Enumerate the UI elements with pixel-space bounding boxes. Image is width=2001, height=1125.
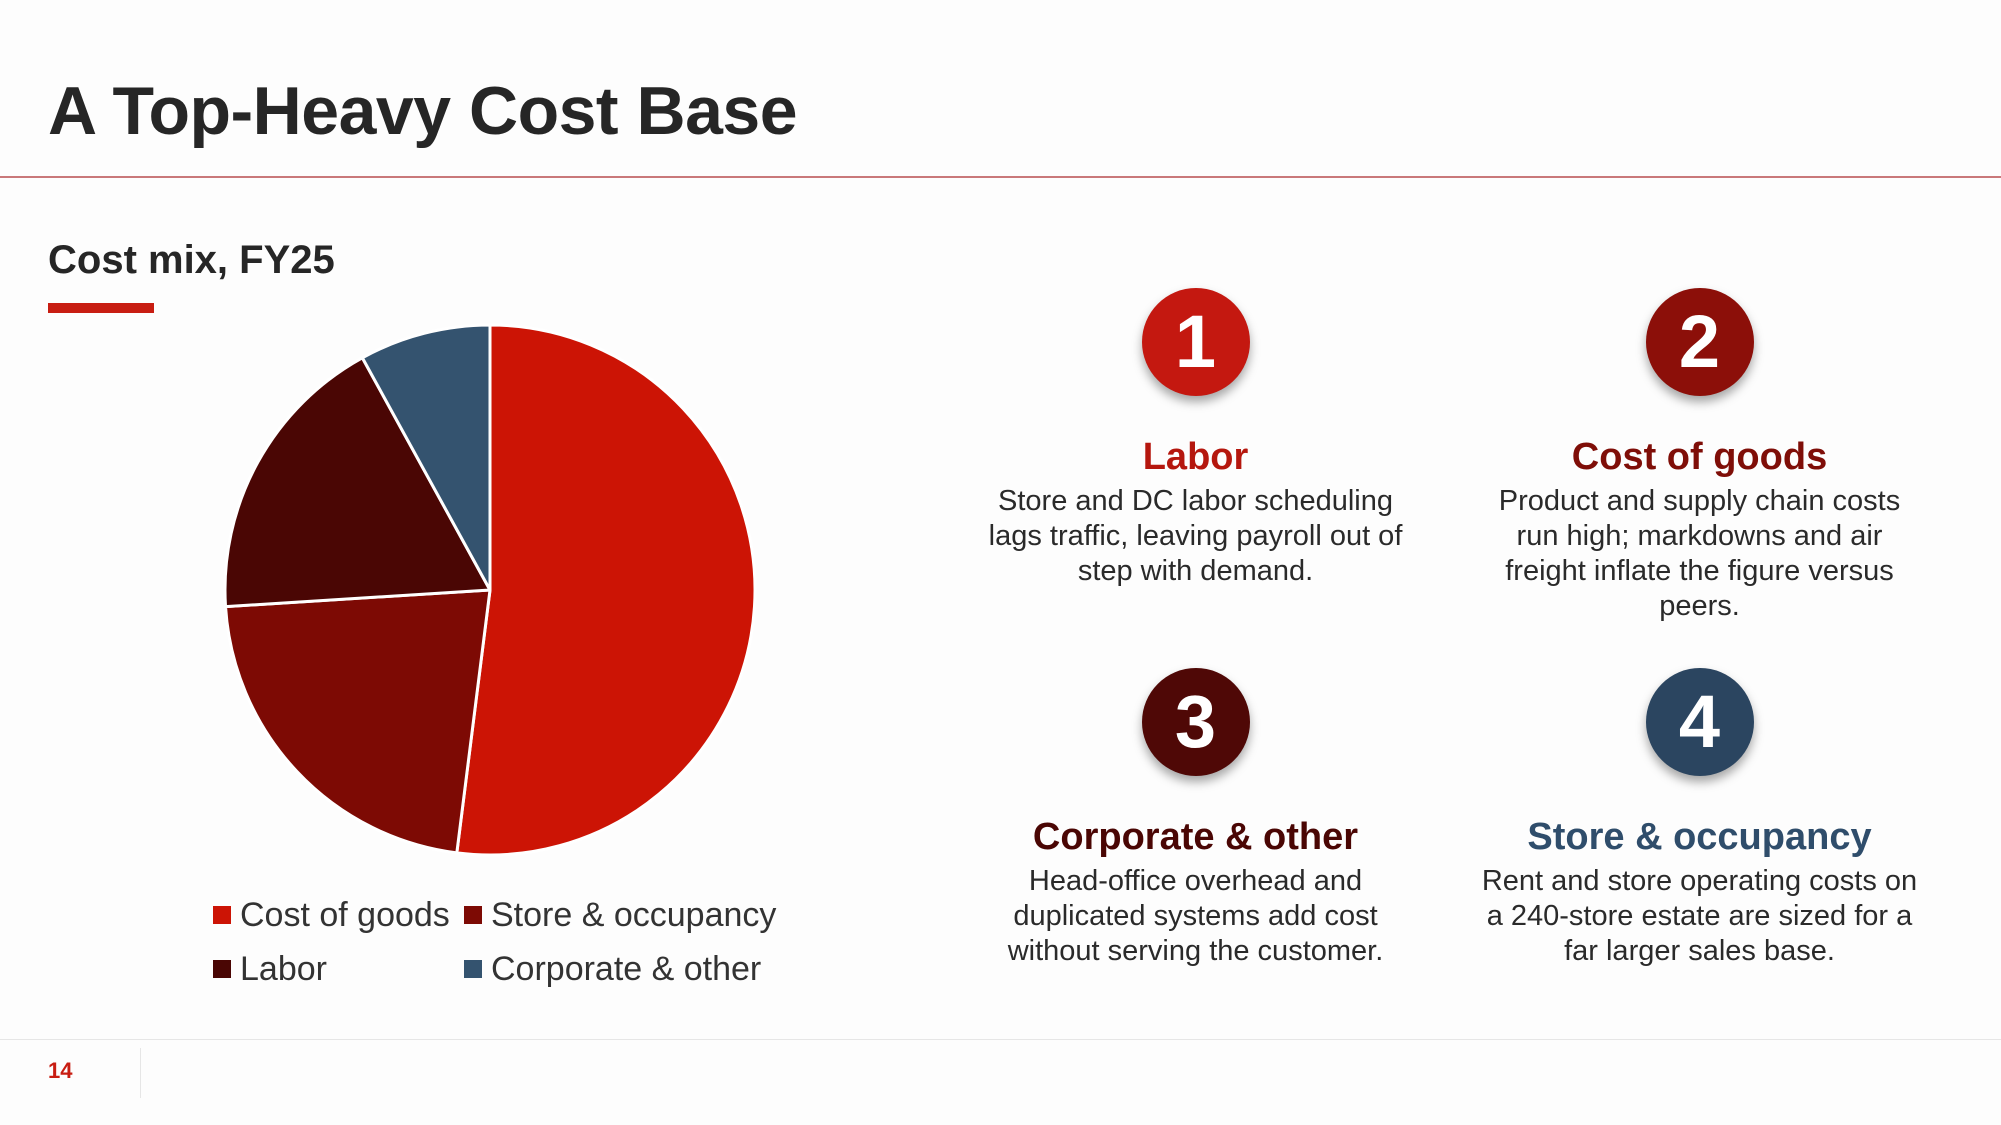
badge-number: 1 [1174,300,1217,383]
chart-title-accent-bar [48,303,154,313]
chart-title: Cost mix, FY25 [48,238,335,282]
legend-item-cost-of-goods: Cost of goods [213,895,464,934]
point-title: Store & occupancy [1527,816,1872,858]
legend-swatch [213,906,231,924]
legend-label: Store & occupancy [491,895,777,934]
legend-item-labor: Labor [213,949,464,988]
point-card-3: 3 Corporate & other Head-office overhead… [943,668,1448,969]
number-badge: 3 [1141,668,1250,776]
point-title: Labor [1142,436,1249,478]
point-description: Head-office overhead and duplicated syst… [1007,865,1384,967]
legend-swatch [213,960,231,978]
point-card-2: 2 Cost of goods Product and supply chain… [1447,288,1952,624]
pie-chart [223,323,757,857]
footer-divider [0,1039,2001,1040]
footer-separator [140,1048,141,1098]
legend-item-store-occupancy: Store & occupancy [464,895,784,934]
number-badge: 4 [1645,668,1754,776]
point-title: Corporate & other [1032,816,1359,858]
badge-number: 2 [1678,300,1721,383]
slide-title: A Top-Heavy Cost Base [48,73,798,149]
point-description: Product and supply chain costs run high;… [1498,485,1901,622]
pie-slice-cost-of-goods [455,323,757,857]
pie-slice-store-occupancy [224,588,492,855]
title-divider [0,176,2001,178]
point-description: Rent and store operating costs on a 240-… [1481,865,1918,967]
legend-swatch [464,960,482,978]
number-badge: 2 [1645,288,1754,396]
pie-slice-labor [223,356,492,609]
page-number: 14 [48,1058,73,1083]
legend-label: Cost of goods [240,895,450,934]
legend-swatch [464,906,482,924]
number-badge: 1 [1141,288,1250,396]
point-title: Cost of goods [1571,436,1828,478]
legend-label: Labor [240,949,327,988]
point-description: Store and DC labor scheduling lags traff… [988,485,1403,587]
point-card-4: 4 Store & occupancy Rent and store opera… [1447,668,1952,969]
pie-slice-corporate-other [360,323,492,592]
chart-legend: Cost of goods Store & occupancy Labor Co… [213,895,813,988]
badge-number: 3 [1174,680,1217,763]
badge-number: 4 [1678,680,1721,763]
point-card-1: 1 Labor Store and DC labor scheduling la… [943,288,1448,589]
legend-item-corporate-other: Corporate & other [464,949,784,988]
legend-label: Corporate & other [491,949,762,988]
